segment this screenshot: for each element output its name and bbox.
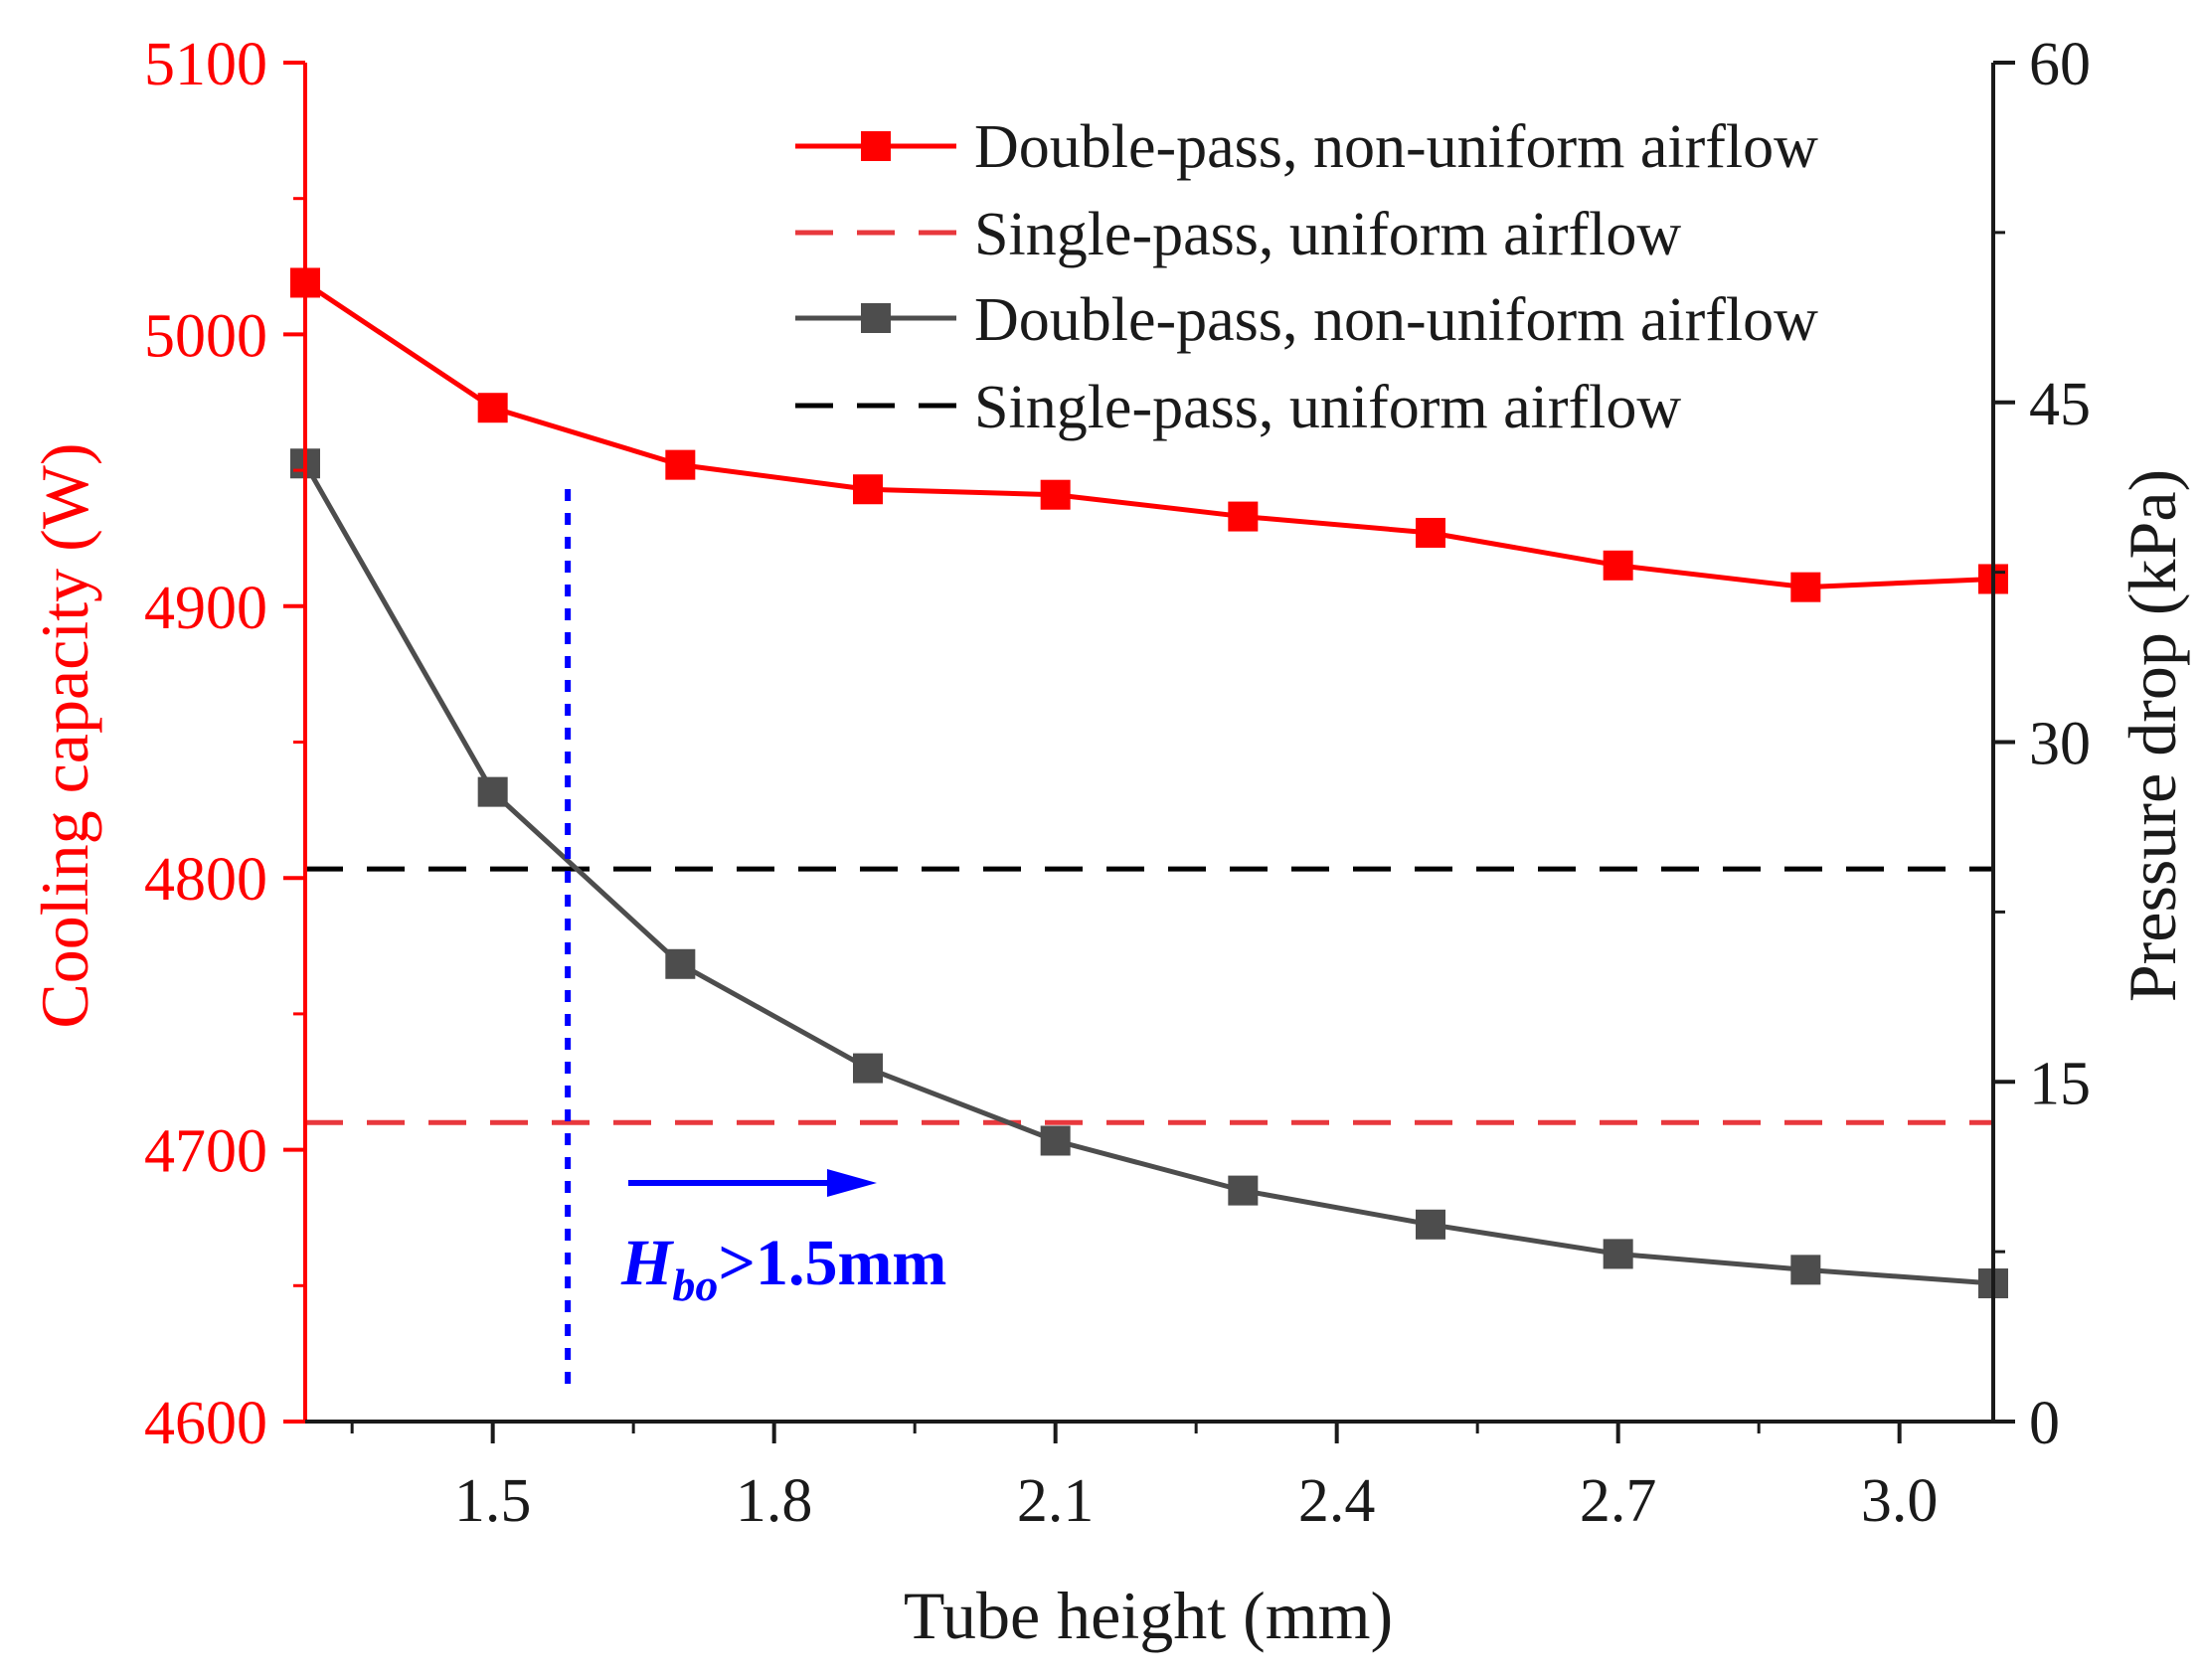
series-line-2: [302, 462, 1994, 1286]
data-point-series-2-4: [1040, 1125, 1071, 1156]
data-point-series-2-2: [665, 948, 696, 979]
data-point-series-2-3: [853, 1053, 883, 1084]
left-y-tick-label-4: 5000: [144, 302, 267, 370]
axes-layer: 1.5 1.8 2.1 2.4 2.7 3.0 4600 4700 4800 4900 5000 51…: [144, 31, 2091, 1535]
data-point-series-0-3: [853, 474, 883, 505]
left-y-tick-label-3: 4900: [144, 575, 267, 642]
data-point-series-2-8: [1790, 1255, 1821, 1285]
legend-label-1: Double-pass, non-uniform airflow: [974, 113, 1818, 181]
x-tick-label-3: 2.4: [1298, 1467, 1376, 1535]
legend: Double-pass, non-uniform airflow Single-…: [795, 113, 1818, 441]
right-y-tick-label-1: 15: [2029, 1050, 2091, 1117]
data-point-series-0-4: [1040, 479, 1071, 510]
left-y-tick-label-1: 4700: [144, 1118, 267, 1186]
x-tick-label-0: 1.5: [454, 1467, 532, 1535]
data-point-series-2-6: [1416, 1209, 1445, 1240]
right-y-tick-label-0: 0: [2029, 1390, 2060, 1457]
data-point-series-0-1: [477, 393, 508, 423]
right-y-tick-label-2: 30: [2029, 711, 2091, 778]
data-point-series-2-7: [1603, 1239, 1633, 1269]
series-layer: [290, 267, 2008, 1299]
annotation-subscript: bo: [672, 1260, 718, 1310]
series-line-0: [303, 280, 1994, 590]
data-point-series-2-5: [1228, 1175, 1259, 1206]
left-y-tick-label-0: 4600: [144, 1390, 267, 1457]
legend-marker-1: [861, 131, 891, 161]
data-point-series-0-2: [665, 449, 696, 480]
legend-label-2: Single-pass, uniform airflow: [974, 201, 1681, 268]
data-point-series-0-5: [1228, 501, 1259, 532]
legend-marker-3: [861, 303, 891, 333]
annotation-layer: [565, 489, 877, 1392]
right-y-tick-label-3: 45: [2029, 371, 2091, 438]
x-tick-label-2: 2.1: [1017, 1467, 1095, 1535]
legend-label-4: Single-pass, uniform airflow: [974, 374, 1681, 441]
annotation-arrowhead: [827, 1169, 877, 1197]
x-tick-label-5: 3.0: [1861, 1467, 1939, 1535]
data-point-series-0-8: [1790, 572, 1821, 602]
legend-label-3: Double-pass, non-uniform airflow: [974, 286, 1818, 354]
left-y-tick-label-5: 5100: [144, 31, 267, 98]
annotation-label: Hbo>1.5mm: [620, 1227, 946, 1310]
left-y-axis-title: Cooling capacity (W): [27, 442, 102, 1028]
x-axis-title: Tube height (mm): [904, 1578, 1393, 1653]
annotation-symbol: H: [620, 1227, 675, 1299]
x-tick-label-4: 2.7: [1580, 1467, 1657, 1535]
annotation-value: >1.5mm: [718, 1227, 946, 1299]
left-y-tick-label-2: 4800: [144, 846, 267, 914]
x-tick-label-1: 1.8: [736, 1467, 813, 1535]
data-point-series-0-7: [1603, 550, 1633, 581]
reference-lines: [305, 866, 1993, 1125]
right-y-tick-label-4: 60: [2029, 31, 2091, 98]
right-y-axis-title: Pressure drop (kPa): [2115, 469, 2190, 1002]
data-point-series-2-1: [477, 776, 508, 807]
data-point-series-0-6: [1416, 517, 1445, 548]
